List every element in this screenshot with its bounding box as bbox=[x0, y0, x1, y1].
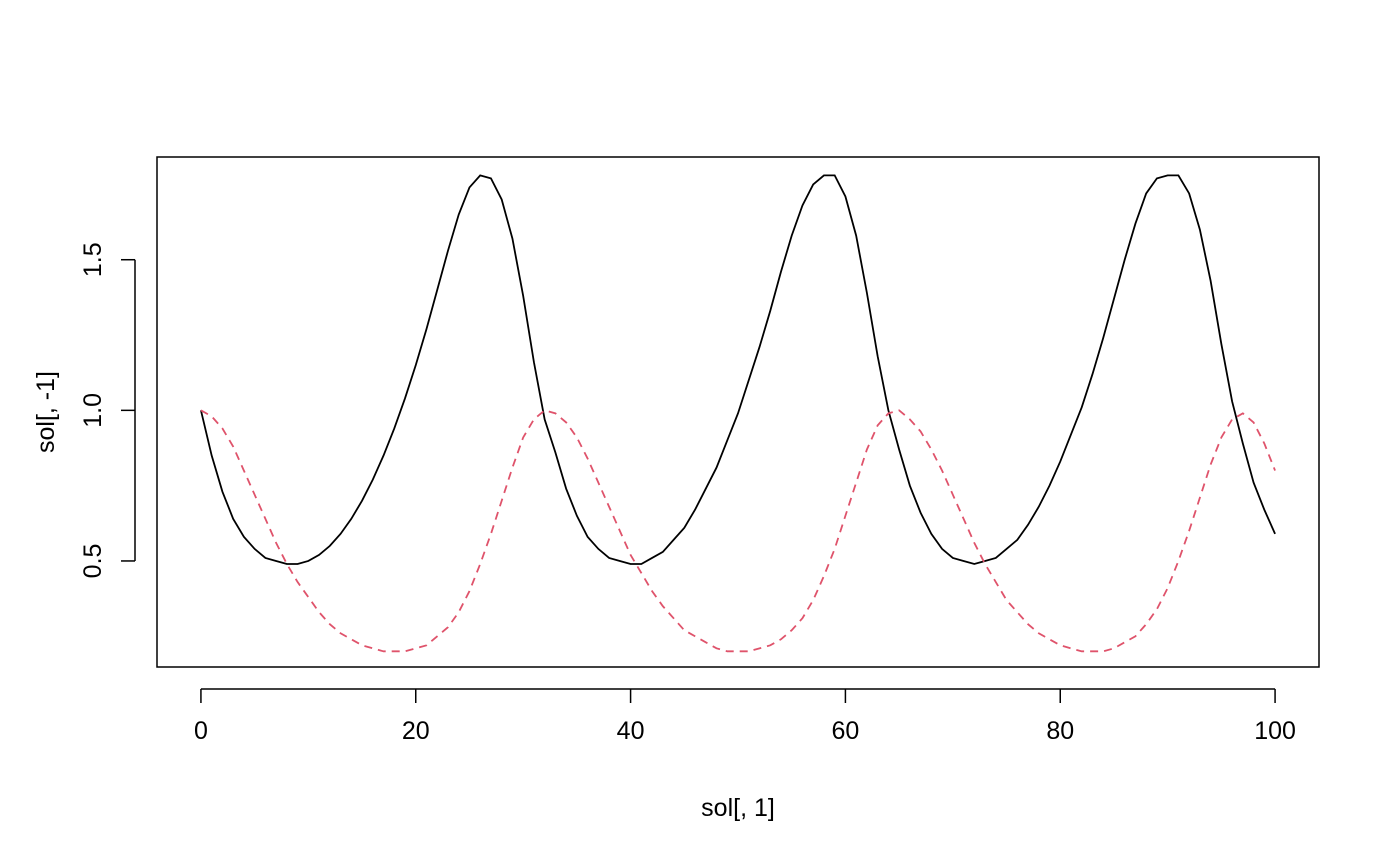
x-tick-label: 60 bbox=[832, 717, 860, 745]
series-line bbox=[200, 174, 1276, 565]
x-tick-label: 80 bbox=[1046, 717, 1074, 745]
series-line bbox=[200, 409, 1276, 653]
x-tick-label: 0 bbox=[194, 717, 208, 745]
plot-frame bbox=[156, 156, 1320, 668]
x-tick-label: 100 bbox=[1254, 717, 1296, 745]
y-tick-label: 1.5 bbox=[79, 242, 107, 277]
y-tick-label: 0.5 bbox=[79, 544, 107, 579]
x-tick-label: 20 bbox=[402, 717, 430, 745]
y-axis-label: sol[, -1] bbox=[32, 371, 60, 453]
x-axis-label: sol[, 1] bbox=[701, 794, 775, 822]
y-tick-label: 1.0 bbox=[79, 393, 107, 428]
x-tick-label: 40 bbox=[617, 717, 645, 745]
